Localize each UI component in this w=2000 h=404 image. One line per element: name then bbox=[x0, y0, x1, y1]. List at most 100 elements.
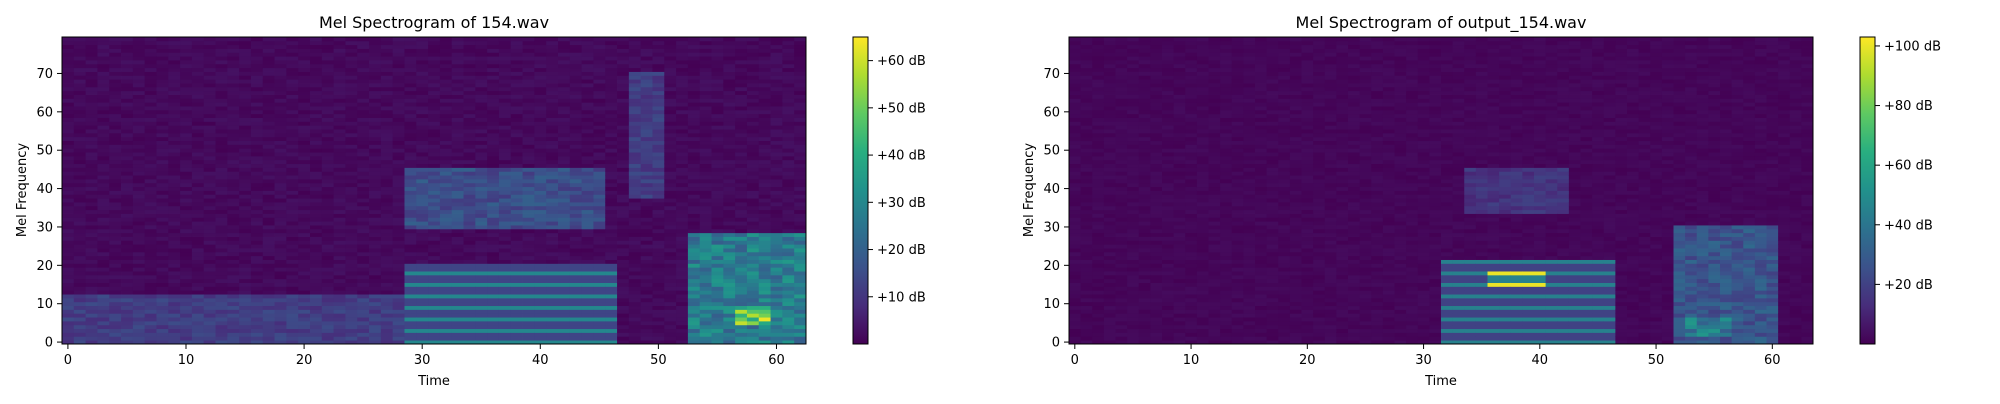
heatmap-cell bbox=[250, 40, 264, 46]
heatmap-cell bbox=[357, 106, 370, 111]
heatmap-cell bbox=[180, 63, 193, 69]
heatmap-cell bbox=[451, 209, 464, 214]
heatmap-cell bbox=[286, 221, 299, 226]
heatmap-cell bbox=[711, 244, 724, 249]
heatmap-cell bbox=[758, 167, 771, 172]
heatmap-cell bbox=[593, 44, 606, 49]
heatmap-cell bbox=[73, 228, 87, 234]
heatmap-cell bbox=[333, 232, 346, 237]
heatmap-cell bbox=[770, 332, 783, 337]
heatmap-cell bbox=[664, 324, 677, 330]
heatmap-cell bbox=[262, 63, 275, 69]
heatmap-cell bbox=[522, 202, 535, 207]
heatmap-cell bbox=[404, 129, 417, 134]
heatmap-cell bbox=[191, 109, 205, 115]
heatmap-cell bbox=[451, 324, 464, 330]
heatmap-cell bbox=[144, 140, 157, 145]
heatmap-cell bbox=[227, 182, 240, 188]
heatmap-cell bbox=[286, 175, 299, 180]
heatmap-cell bbox=[392, 109, 405, 115]
heatmap-cell bbox=[262, 60, 275, 65]
heatmap-cell bbox=[439, 324, 453, 330]
heatmap-cell bbox=[286, 328, 299, 333]
heatmap-cell bbox=[605, 225, 618, 230]
heatmap-cell bbox=[699, 282, 712, 287]
heatmap-cell bbox=[262, 44, 275, 49]
heatmap-cell bbox=[298, 125, 311, 130]
heatmap-cell bbox=[73, 324, 87, 330]
heatmap-cell bbox=[428, 228, 441, 234]
heatmap-cell bbox=[676, 251, 689, 257]
heatmap-cell bbox=[132, 132, 146, 138]
heatmap-cell bbox=[357, 294, 370, 299]
heatmap-cell bbox=[132, 90, 146, 95]
heatmap-cell bbox=[132, 48, 146, 53]
heatmap-cell bbox=[605, 267, 618, 272]
heatmap-cell bbox=[144, 75, 157, 80]
heatmap-cell bbox=[558, 336, 571, 341]
heatmap-cell bbox=[569, 125, 583, 130]
heatmap-cell bbox=[593, 282, 606, 287]
heatmap-cell bbox=[203, 209, 216, 214]
heatmap-cell bbox=[428, 209, 441, 214]
heatmap-cell bbox=[640, 317, 653, 322]
heatmap-cell bbox=[746, 148, 760, 153]
heatmap-cell bbox=[439, 52, 453, 57]
heatmap-cell bbox=[569, 328, 583, 333]
heatmap-cell bbox=[109, 274, 122, 280]
heatmap-cell bbox=[121, 90, 134, 95]
heatmap-cell bbox=[487, 271, 500, 276]
heatmap-cell bbox=[62, 83, 75, 88]
heatmap-cell bbox=[640, 205, 653, 211]
heatmap-cell bbox=[191, 194, 205, 199]
heatmap-cell bbox=[85, 290, 98, 295]
heatmap-cell bbox=[534, 324, 547, 330]
heatmap-cell bbox=[73, 98, 87, 103]
heatmap-cell bbox=[758, 217, 771, 222]
heatmap-cell bbox=[617, 248, 630, 253]
heatmap-cell bbox=[451, 244, 464, 249]
heatmap-cell bbox=[132, 52, 146, 57]
heatmap-cell bbox=[286, 236, 299, 241]
heatmap-cell bbox=[475, 320, 488, 326]
heatmap-cell bbox=[109, 263, 122, 268]
heatmap-cell bbox=[416, 217, 429, 222]
heatmap-cell bbox=[215, 271, 228, 276]
heatmap-cell bbox=[534, 155, 547, 161]
heatmap-cell bbox=[168, 56, 181, 61]
heatmap-cell bbox=[463, 152, 476, 157]
heatmap-cell bbox=[569, 324, 583, 330]
heatmap-cell bbox=[463, 294, 476, 299]
heatmap-cell bbox=[333, 278, 346, 283]
heatmap-cell bbox=[581, 163, 594, 168]
heatmap-cell bbox=[593, 228, 606, 234]
heatmap-cell bbox=[498, 198, 512, 203]
heatmap-cell bbox=[191, 282, 205, 287]
heatmap-cell bbox=[392, 282, 405, 287]
heatmap-cell bbox=[73, 182, 87, 188]
heatmap-cell bbox=[428, 155, 441, 161]
heatmap-cell bbox=[711, 240, 724, 245]
heatmap-cell bbox=[605, 152, 618, 157]
heatmap-cell bbox=[487, 167, 500, 172]
heatmap-cell bbox=[227, 232, 240, 237]
heatmap-cell bbox=[439, 282, 453, 287]
heatmap-cell bbox=[581, 86, 594, 92]
heatmap-cell bbox=[156, 86, 169, 92]
heatmap-cell bbox=[581, 313, 594, 318]
heatmap-cell bbox=[711, 213, 724, 218]
heatmap-cell bbox=[711, 63, 724, 69]
heatmap-cell bbox=[274, 324, 287, 330]
heatmap-cell bbox=[652, 271, 665, 276]
heatmap-cell bbox=[699, 225, 712, 230]
heatmap-cell bbox=[628, 117, 642, 122]
heatmap-cell bbox=[770, 305, 783, 310]
heatmap-cell bbox=[534, 236, 547, 241]
heatmap-cell bbox=[770, 301, 783, 307]
heatmap-cell bbox=[711, 305, 724, 310]
heatmap-cell bbox=[85, 328, 98, 333]
heatmap-cell bbox=[652, 267, 665, 272]
heatmap-cell bbox=[593, 155, 606, 161]
heatmap-cell bbox=[392, 155, 405, 161]
heatmap-cell bbox=[770, 90, 783, 95]
